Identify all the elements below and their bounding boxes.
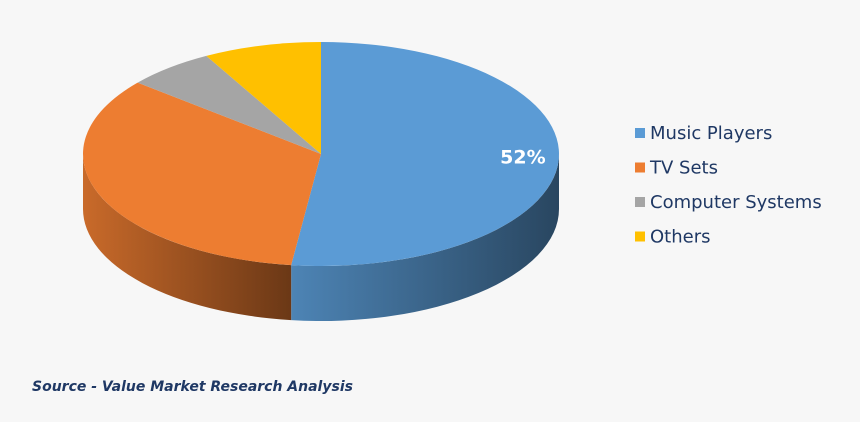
legend-label: Others	[650, 227, 711, 248]
pie-slice	[206, 42, 321, 154]
pie-side	[291, 154, 559, 321]
pie-slice	[137, 55, 321, 154]
pie-slice	[82, 82, 321, 266]
legend-swatch	[635, 128, 645, 138]
data-label: 52%	[500, 146, 545, 168]
legend-swatch	[635, 162, 645, 173]
legend-label: Music Players	[650, 123, 772, 144]
legend-label: TV Sets	[649, 158, 718, 179]
source-note: Source - Value Market Research Analysis	[32, 379, 353, 395]
legend-swatch	[635, 197, 645, 207]
pie-side	[83, 154, 292, 321]
pie-slice	[291, 42, 559, 266]
legend-label: Computer Systems	[650, 192, 822, 213]
legend-swatch	[635, 231, 645, 242]
